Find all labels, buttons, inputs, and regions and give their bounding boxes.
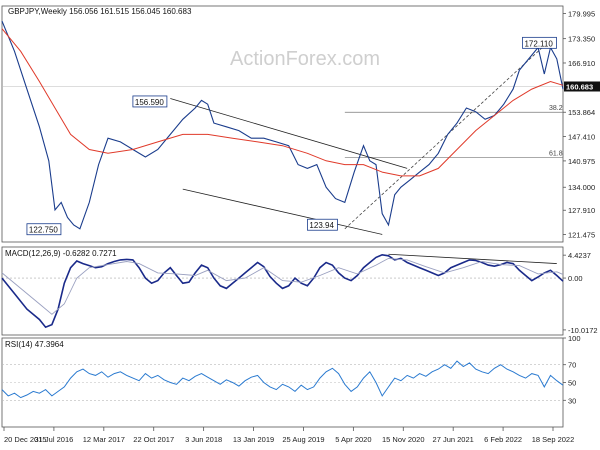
price-panel: 179.995 173.350 166.910 160.683 153.864 147.4… [1, 5, 600, 243]
rsi-panel: 100 70 50 30 RSI(14) 47.3964 [1, 334, 581, 428]
x-tick-label: 3 Jun 2018 [185, 435, 222, 444]
price-header: GBPJPY,Weekly 156.056 161.515 156.045 16… [8, 7, 192, 16]
price-tick-label: 153.864 [568, 108, 595, 117]
x-tick-label: 13 Jan 2019 [233, 435, 274, 444]
falling-channel-lower [182, 188, 383, 235]
x-tick-label: 12 Mar 2017 [83, 435, 125, 444]
x-tick-label: 22 Oct 2017 [133, 435, 174, 444]
callout-label: 122.750 [29, 226, 58, 235]
rsi-series [1, 360, 564, 399]
rsi-tick-label: 70 [568, 361, 576, 370]
macd-divergence-line [388, 253, 557, 264]
macd-tick-label: 0.00 [568, 274, 583, 283]
x-tick-label: 18 Sep 2022 [532, 435, 575, 444]
macd-tick-label: -10.0172 [568, 326, 598, 335]
callout-label: 123.94 [309, 221, 334, 230]
price-tick-label: 166.910 [568, 59, 595, 68]
price-tick-label: 173.350 [568, 35, 595, 44]
x-tick-label: 5 Apr 2020 [335, 435, 371, 444]
x-tick-label: 6 Feb 2022 [484, 435, 522, 444]
watermark: ActionForex.com [230, 48, 380, 70]
callout-box [522, 36, 557, 49]
macd-signal-series [1, 257, 564, 315]
callout-box [132, 95, 168, 108]
rsi-header: RSI(14) 47.3964 [5, 340, 64, 349]
price-tick-label: 134.000 [568, 183, 595, 192]
fib-382-label: 38.2 [549, 105, 563, 112]
rsi-tick-label: 50 [568, 379, 576, 388]
x-tick-label: 15 Nov 2020 [382, 435, 425, 444]
macd-panel: 4.4237 0.00 -10.0172 MACD(12,26,9) -0.6282 … [1, 246, 598, 336]
last-price-badge [564, 81, 600, 92]
callout-label: 172.110 [524, 39, 553, 48]
callout-label: 156.590 [135, 98, 164, 107]
macd-line-series [1, 253, 564, 329]
price-tick-label: 127.910 [568, 206, 595, 215]
moving-average-series [1, 28, 564, 177]
price-close-series [1, 20, 564, 230]
x-tick-label: 27 Jun 2021 [433, 435, 474, 444]
price-tick-label: 147.410 [568, 133, 595, 142]
rising-trendline [344, 39, 551, 230]
price-tick-label: 179.995 [568, 10, 595, 19]
x-tick-label: 20 Dec 2015 [4, 435, 47, 444]
price-tick-label: 140.975 [568, 157, 595, 166]
macd-tick-label: 4.4237 [568, 251, 591, 260]
callout-box [26, 223, 62, 236]
last-price-label: 160.683 [566, 82, 593, 91]
price-frame [1, 5, 564, 243]
macd-frame [1, 246, 564, 336]
macd-header: MACD(12,26,9) -0.6282 0.7271 [5, 249, 117, 258]
fib-618-label: 61.8 [549, 150, 563, 157]
rsi-tick-label: 100 [568, 334, 581, 343]
x-tick-label: 25 Aug 2019 [282, 435, 324, 444]
rsi-tick-label: 30 [568, 396, 576, 405]
price-tick-label: 121.475 [568, 231, 595, 240]
x-tick-label: 31 Jul 2016 [35, 435, 74, 444]
callout-box [307, 218, 338, 231]
